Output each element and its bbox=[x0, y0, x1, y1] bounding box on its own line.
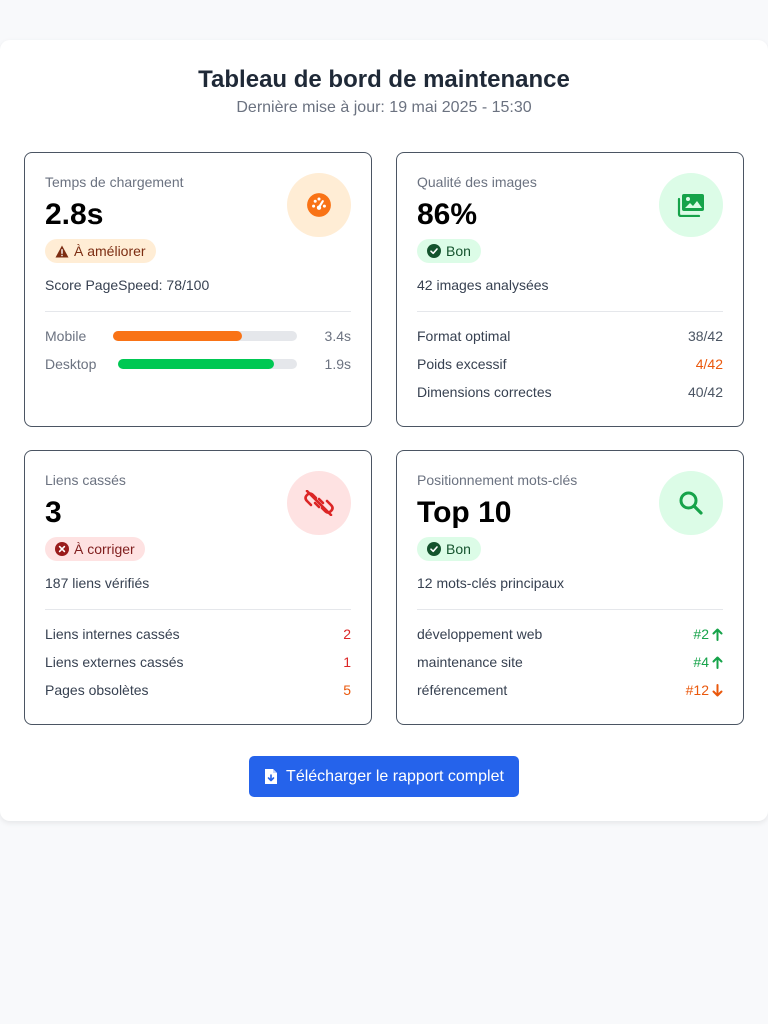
main-keywords: 12 mots-clés principaux bbox=[417, 575, 565, 591]
images-icon bbox=[659, 173, 723, 237]
row-label: Liens externes cassés bbox=[45, 654, 184, 670]
list-item: Dimensions correctes 40/42 bbox=[417, 378, 723, 406]
list-item: maintenance site #4 bbox=[417, 648, 723, 676]
bar-label: Mobile bbox=[45, 328, 87, 344]
load-time-card: Temps de chargement 2.8s À améliorer Sco… bbox=[24, 152, 372, 427]
card-label: Liens cassés bbox=[45, 472, 126, 488]
row-label: référencement bbox=[417, 682, 508, 698]
bar-value: 3.4s bbox=[324, 328, 351, 344]
card-label: Qualité des images bbox=[417, 174, 537, 190]
row-label: développement web bbox=[417, 626, 543, 642]
row-value: 5 bbox=[343, 682, 351, 698]
list-item: Format optimal 38/42 bbox=[417, 322, 723, 350]
pagespeed-score: Score PageSpeed: 78/100 bbox=[45, 277, 210, 293]
rank-value: #4 bbox=[693, 654, 709, 670]
row-value: #12 bbox=[686, 682, 723, 698]
dashboard-panel: Tableau de bord de maintenance Dernière … bbox=[0, 40, 768, 821]
warning-icon bbox=[55, 245, 69, 257]
arrow-up-icon bbox=[712, 628, 723, 641]
row-value: 4/42 bbox=[695, 356, 723, 372]
row-label: Dimensions correctes bbox=[417, 384, 552, 400]
divider bbox=[417, 311, 723, 312]
links-checked: 187 liens vérifiés bbox=[45, 575, 150, 591]
card-value: Top 10 bbox=[417, 496, 512, 529]
list-item: Poids excessif 4/42 bbox=[417, 350, 723, 378]
divider bbox=[45, 609, 351, 610]
progress-fill-mobile bbox=[113, 331, 242, 341]
divider bbox=[417, 609, 723, 610]
badge-label: Bon bbox=[446, 541, 471, 557]
progress-track bbox=[118, 359, 297, 369]
row-value: 40/42 bbox=[687, 384, 723, 400]
bar-label: Desktop bbox=[45, 356, 97, 372]
rank-value: #12 bbox=[685, 682, 709, 698]
bar-value: 1.9s bbox=[324, 356, 351, 372]
progress-track bbox=[113, 331, 297, 341]
status-badge: Bon bbox=[417, 239, 481, 263]
row-value: 38/42 bbox=[687, 328, 723, 344]
search-icon bbox=[659, 471, 723, 535]
card-value: 86% bbox=[417, 198, 478, 231]
speedometer-icon bbox=[287, 173, 351, 237]
download-report-button[interactable]: Télécharger le rapport complet bbox=[249, 756, 519, 797]
images-analyzed: 42 images analysées bbox=[417, 277, 549, 293]
card-value: 2.8s bbox=[45, 198, 104, 231]
list-item: Liens externes cassés 1 bbox=[45, 648, 351, 676]
divider bbox=[45, 311, 351, 312]
row-value: #4 bbox=[693, 654, 723, 670]
broken-links-card: Liens cassés 3 À corriger 187 liens véri… bbox=[24, 450, 372, 725]
row-value: #2 bbox=[693, 626, 723, 642]
last-update: Dernière mise à jour: 19 mai 2025 - 15:3… bbox=[236, 99, 532, 116]
row-label: maintenance site bbox=[417, 654, 523, 670]
header: Tableau de bord de maintenance Dernière … bbox=[0, 40, 768, 118]
broken-link-icon bbox=[287, 471, 351, 535]
card-label: Temps de chargement bbox=[45, 174, 184, 190]
status-badge: Bon bbox=[417, 537, 481, 561]
card-value: 3 bbox=[45, 496, 62, 529]
row-label: Pages obsolètes bbox=[45, 682, 149, 698]
badge-label: Bon bbox=[446, 243, 471, 259]
progress-fill-desktop bbox=[118, 359, 274, 369]
status-badge: À améliorer bbox=[45, 239, 156, 263]
bar-row-mobile: Mobile 3.4s bbox=[45, 322, 351, 350]
list-item: référencement #12 bbox=[417, 676, 723, 704]
badge-label: À corriger bbox=[74, 541, 135, 557]
row-value: 2 bbox=[343, 626, 351, 642]
download-label: Télécharger le rapport complet bbox=[286, 767, 504, 785]
list-item: développement web #2 bbox=[417, 620, 723, 648]
keyword-ranking-card: Positionnement mots-clés Top 10 Bon 12 m… bbox=[396, 450, 744, 725]
row-label: Liens internes cassés bbox=[45, 626, 180, 642]
error-circle-icon bbox=[55, 542, 69, 556]
bar-row-desktop: Desktop 1.9s bbox=[45, 350, 351, 378]
file-download-icon bbox=[265, 769, 278, 784]
row-value: 1 bbox=[343, 654, 351, 670]
list-item: Pages obsolètes 5 bbox=[45, 676, 351, 704]
rank-value: #2 bbox=[693, 626, 709, 642]
row-label: Poids excessif bbox=[417, 356, 507, 372]
check-circle-icon bbox=[427, 244, 441, 258]
image-quality-card: Qualité des images 86% Bon 42 images ana… bbox=[396, 152, 744, 427]
arrow-down-icon bbox=[712, 683, 723, 696]
check-circle-icon bbox=[427, 542, 441, 556]
list-item: Liens internes cassés 2 bbox=[45, 620, 351, 648]
card-label: Positionnement mots-clés bbox=[417, 472, 578, 488]
row-label: Format optimal bbox=[417, 328, 511, 344]
page-title: Tableau de bord de maintenance bbox=[198, 66, 570, 93]
badge-label: À améliorer bbox=[74, 243, 146, 259]
arrow-up-icon bbox=[712, 656, 723, 669]
status-badge: À corriger bbox=[45, 537, 145, 561]
